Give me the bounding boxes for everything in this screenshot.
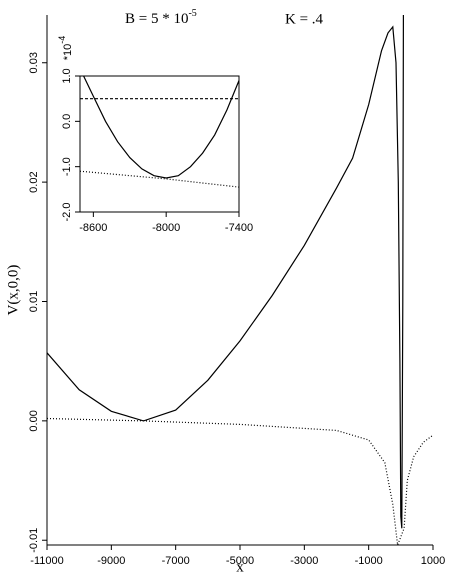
y-axis-label: V(x,0,0) (5, 265, 21, 316)
series-line (83, 76, 239, 179)
y-tick-label: -0.01 (28, 528, 40, 553)
plot: -8600 -8000 -7400 1.0 0.0 -1.0 -2.0 (61, 68, 253, 234)
x-tick-label: -8000 (152, 222, 180, 234)
x-tick-label: -7400 (225, 222, 253, 234)
y-multiplier: *10-4 (57, 36, 74, 61)
y-tick-label: 0.00 (28, 410, 40, 431)
inset-background (80, 76, 239, 212)
series-line (47, 15, 404, 529)
x-tick-label: 1000 (421, 555, 445, 567)
y-tick-label: -2.0 (61, 203, 73, 222)
series-line (47, 417, 433, 545)
plot: -11000 -9000 -7000 -5000 -3000 -1000 1000 -0.01… (28, 15, 445, 567)
x-tick-label: -7000 (162, 555, 190, 567)
y-tick-label: 1.0 (61, 68, 73, 83)
inset-frame (79, 75, 240, 213)
y-tick-label: 0.02 (28, 171, 40, 192)
chart-title: B = 5 * 10-5 (125, 8, 197, 27)
y-tick-label: 0.03 (28, 52, 40, 73)
series-line (80, 170, 239, 188)
x-tick-label: -5000 (226, 555, 254, 567)
y-tick-label: 0.0 (61, 114, 73, 129)
y-tick-label: 0.01 (28, 291, 40, 312)
x-tick-label: -9000 (97, 555, 125, 567)
y-tick-label: -1.0 (61, 157, 73, 176)
annotation: K = .4 (285, 11, 324, 27)
x-tick-label: -11000 (30, 555, 63, 567)
x-tick-label: -8600 (79, 222, 107, 234)
x-axis-label: x (236, 559, 244, 575)
axis-frame (46, 15, 433, 546)
x-tick-label: -1000 (355, 555, 383, 567)
x-tick-label: -3000 (290, 555, 318, 567)
